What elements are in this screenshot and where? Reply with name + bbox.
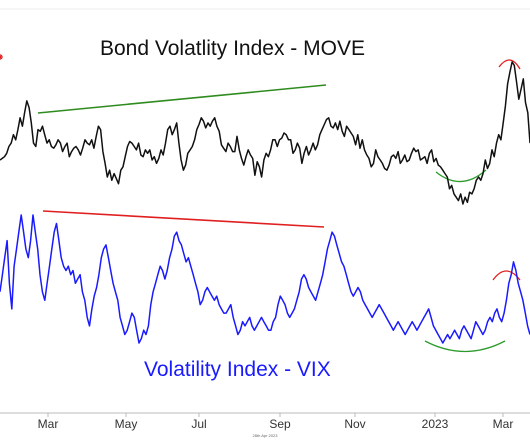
x-tick-label: May [115, 417, 138, 431]
x-tick-label: 2023 [422, 417, 449, 431]
move-resistance-line [37, 84, 327, 114]
vix-trough-arc [424, 340, 506, 353]
footer-date: 28th Apr 2023 [253, 433, 279, 438]
move-series-line [0, 61, 530, 205]
x-tick-label: Mar [38, 417, 59, 431]
x-tick-label: Nov [344, 417, 365, 431]
x-tick-label: Mar [493, 417, 514, 431]
corner-mark-icon [0, 54, 3, 60]
vix-series-line [0, 214, 530, 344]
x-axis-ticks: Mar May Jul Sep Nov 2023 Mar [38, 413, 514, 431]
move-title: Bond Volatlity Index - MOVE [100, 37, 365, 60]
move-peak-arc [498, 59, 521, 70]
x-tick-label: Jul [191, 417, 206, 431]
move-trough-arc [435, 169, 487, 183]
vix-title: Volatility Index - VIX [144, 358, 331, 381]
vix-resistance-line [42, 210, 325, 228]
x-tick-label: Sep [269, 417, 291, 431]
